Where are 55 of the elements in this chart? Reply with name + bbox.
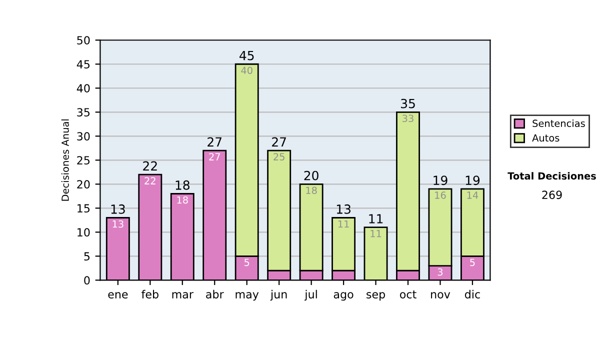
y-tick-label: 15 [78,204,90,213]
y-tick-label: 35 [77,108,90,117]
data-label: 5 [244,258,250,266]
data-label: 18 [177,196,188,204]
data-label: 13 [112,220,124,228]
x-tick-label: nov [431,292,450,298]
total-label: 27 [208,137,222,146]
data-label: 18 [306,186,317,194]
y-tick-label: 45 [76,60,90,69]
y-tick-label: 10 [78,228,90,237]
x-tick-label: ago [334,292,354,301]
y-tick-label: 20 [77,180,90,189]
y-tick-label: 0 [84,276,90,285]
y-tick-label: 5 [84,252,90,261]
x-tick-label: may [236,292,259,301]
data-label: 3 [438,268,443,276]
x-tick-label: abr [206,290,224,298]
x-tick-label: jun [270,290,287,301]
x-tick-label: mar [172,292,194,298]
y-axis-title: Decisiones Anual [61,119,69,201]
text: 269 [542,190,562,200]
total-label: 11 [369,214,383,224]
y-tick-label: 25 [77,156,90,165]
y-tick-label: 30 [77,132,90,141]
y-tick-label: 50 [77,36,90,44]
y-tick-label: 40 [76,84,90,93]
total-label: 27 [272,137,286,146]
total-label: 13 [111,204,125,214]
total-label: 19 [466,176,480,186]
data-label: 33 [402,114,414,122]
data-label: 16 [435,192,446,199]
data-label: 11 [338,220,349,228]
data-label: 11 [370,230,382,238]
total-label: 13 [336,204,350,214]
total-label: 45 [240,50,254,60]
x-tick-label: jul [304,290,317,301]
x-tick-label: oct [400,290,416,298]
data-label: 40 [241,66,252,74]
x-tick-label: ene [108,292,128,298]
total-label: 20 [304,170,318,180]
data-label: 25 [274,153,284,160]
x-tick-label: sep [366,292,386,301]
x-tick-label: dic [464,290,480,298]
legend-label: Sentencias [532,119,585,128]
text: Total Decisiones [508,172,596,180]
x-tick-label: feb [142,290,158,298]
data-label: 14 [467,192,478,199]
legend-label: Autos [532,134,560,142]
total-label: 19 [434,176,448,186]
data-label: 5 [470,258,475,266]
data-label: 27 [209,153,220,160]
data-label: 22 [144,177,156,184]
total-label: 18 [176,180,190,190]
total-label: 22 [143,161,157,171]
total-label: 35 [401,98,415,108]
